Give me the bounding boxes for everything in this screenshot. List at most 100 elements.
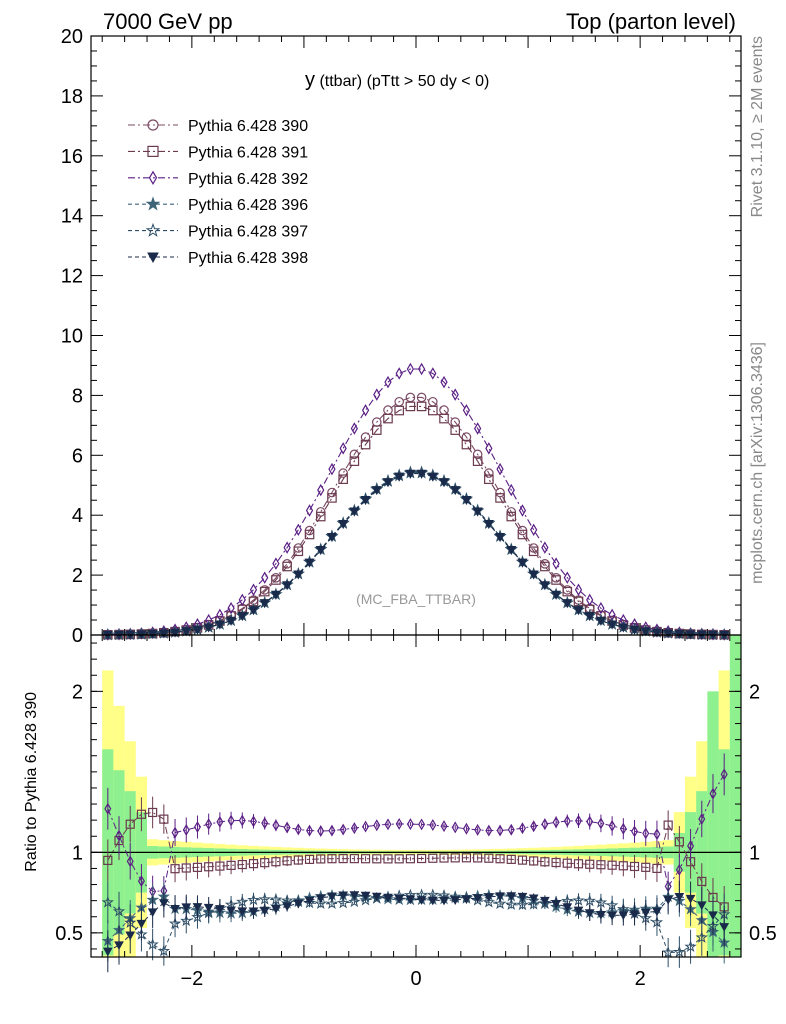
- ratio-line: [107, 811, 725, 908]
- data-point: [597, 601, 605, 615]
- data-point: [360, 432, 371, 442]
- y-tick-label: 6: [72, 445, 83, 467]
- data-point: [539, 581, 550, 591]
- ratio-point: [327, 854, 337, 864]
- data-point: [270, 590, 281, 600]
- y-tick-label: 2: [72, 565, 83, 587]
- ratio-point: [148, 807, 158, 818]
- data-point: [406, 362, 415, 376]
- ratio-point: [608, 819, 616, 832]
- y-tick-label: 4: [72, 505, 83, 527]
- data-point: [495, 487, 505, 498]
- ratio-point: [596, 911, 606, 920]
- data-point: [283, 541, 291, 554]
- ratio-point: [316, 854, 326, 864]
- ratio-point: [697, 876, 707, 887]
- ratio-point: [304, 896, 315, 906]
- ratio-point: [529, 856, 539, 866]
- ratio-point: [540, 896, 550, 906]
- ratio-point: [349, 854, 359, 864]
- data-point: [461, 496, 472, 506]
- ratio-point: [405, 895, 416, 905]
- data-point: [317, 483, 325, 497]
- ratio-point: [191, 910, 204, 923]
- ratio-point: [485, 824, 493, 837]
- ratio-point: [271, 857, 281, 867]
- data-point: [282, 561, 292, 572]
- data-point: [338, 468, 348, 478]
- ratio-point: [493, 897, 507, 910]
- ratio-point: [461, 853, 472, 863]
- series-3: [101, 465, 731, 641]
- ratio-point: [237, 907, 248, 917]
- data-point: [304, 558, 315, 568]
- legend-marker: [145, 222, 161, 237]
- series-line: [107, 471, 725, 636]
- ratio-point: [687, 839, 695, 852]
- rivet-label: Rivet 3.1.10, ≥ 2M events: [749, 36, 766, 217]
- data-point: [338, 520, 349, 530]
- data-point: [438, 478, 450, 488]
- data-point: [518, 504, 527, 517]
- ratio-point: [573, 906, 584, 916]
- x-tick-label: 0: [410, 968, 421, 990]
- ratio-point: [328, 824, 336, 837]
- data-point: [315, 546, 326, 556]
- ratio-point: [314, 897, 327, 909]
- ratio-point: [652, 907, 662, 917]
- ratio-point: [618, 911, 629, 921]
- data-point: [261, 571, 269, 584]
- y-tick-label: 18: [61, 86, 83, 108]
- ratio-point: [204, 862, 214, 872]
- ratio-point: [226, 906, 236, 916]
- ratio-point: [517, 855, 528, 865]
- data-point: [416, 469, 427, 479]
- ratio-point: [518, 822, 526, 835]
- ratio-point: [594, 896, 608, 908]
- data-point: [517, 558, 528, 568]
- ratio-point: [146, 937, 159, 950]
- ratio-point: [551, 857, 561, 868]
- ratio-point: [157, 944, 171, 957]
- ratio-point: [506, 854, 516, 864]
- ratio-point: [248, 859, 259, 869]
- ratio-point: [192, 903, 203, 912]
- title-sub: (ttbar) (pTtt > 50 dy < 0): [315, 73, 489, 90]
- ratio-point: [496, 824, 504, 837]
- data-point: [506, 511, 517, 522]
- ratio-point: [260, 858, 270, 868]
- ratio-point: [272, 819, 280, 832]
- ratio-point: [338, 853, 348, 864]
- band-green: [729, 635, 741, 957]
- ratio-point: [237, 859, 247, 870]
- ratio-point: [362, 820, 370, 833]
- data-point: [663, 629, 674, 639]
- legend-marker: [145, 196, 161, 211]
- ratio-point: [505, 898, 518, 911]
- ratio-point: [104, 802, 112, 815]
- data-point: [574, 583, 583, 596]
- data-point: [238, 593, 246, 607]
- data-point: [462, 404, 471, 417]
- ratio-point: [327, 892, 337, 902]
- data-point: [562, 586, 573, 597]
- data-point: [528, 546, 539, 557]
- ratio-point: [572, 893, 585, 906]
- ratio-point: [527, 897, 540, 910]
- ratio-point: [541, 818, 549, 831]
- ratio-point: [360, 891, 371, 901]
- main-title: y (ttbar) (pTtt > 50 dy < 0): [305, 69, 489, 91]
- ratio-point: [203, 903, 214, 913]
- ratio-point: [315, 894, 326, 904]
- data-point: [158, 629, 169, 639]
- ratio-point: [170, 864, 180, 874]
- ratio-point: [238, 814, 246, 827]
- data-point: [551, 575, 561, 585]
- band-green: [707, 691, 719, 957]
- data-point: [506, 546, 517, 556]
- ratio-point: [114, 941, 124, 951]
- ratio-y-tick-label-right: 1: [749, 842, 760, 864]
- ratio-point: [507, 823, 515, 836]
- ratio-point: [428, 853, 438, 863]
